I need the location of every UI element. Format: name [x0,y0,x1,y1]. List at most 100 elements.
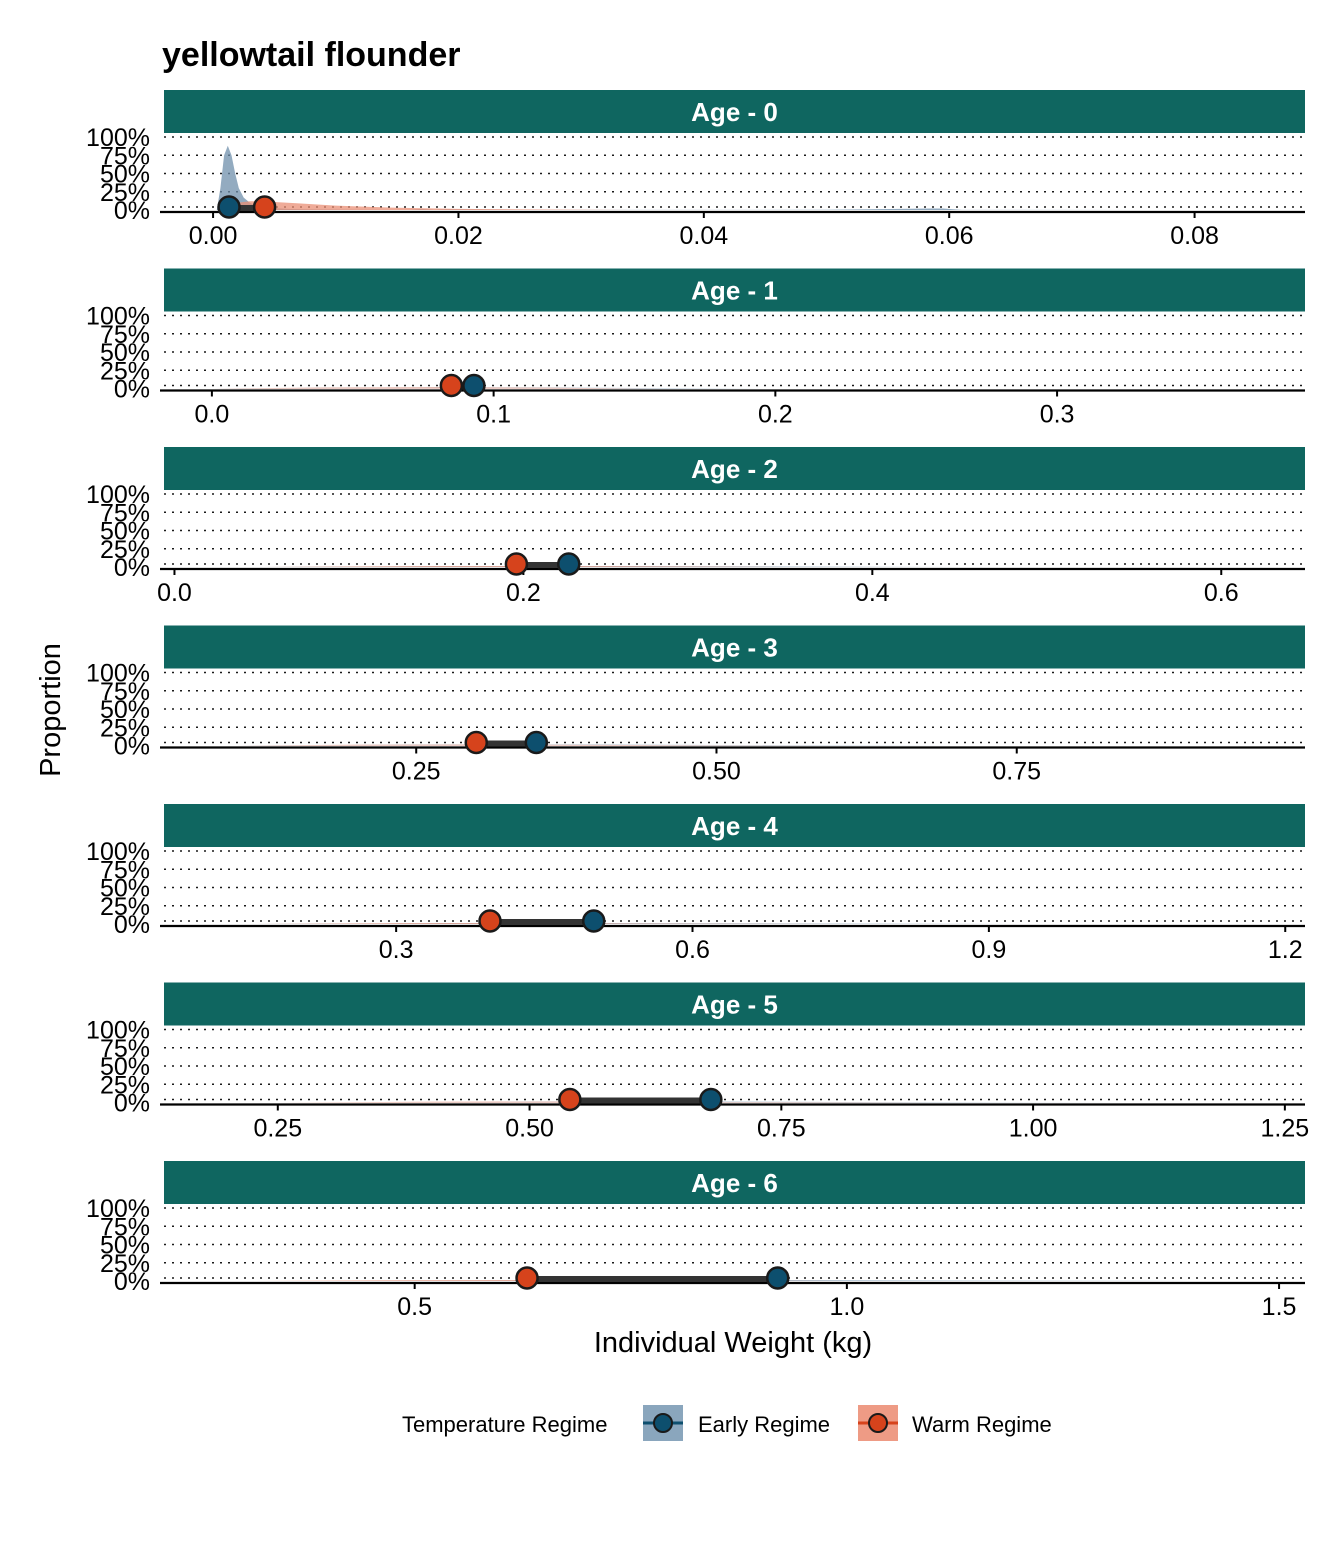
y-tick-label-4-4: 100% [86,838,150,866]
legend-key-warm [858,1405,898,1441]
x-tick-label-0-1: 0.02 [434,222,483,250]
facet-strip-label-5: Age - 5 [691,990,778,1020]
x-tick-label-1-2: 0.2 [758,401,793,429]
y-tick-label-2-3: 75% [100,499,150,527]
facet-panel-1: Age - 1 0%25%50%75%100% 0.0 0.1 0.2 0.3 [86,268,1305,429]
y-tick-label-3-0: 0% [114,733,150,761]
facet-strip-label-4: Age - 4 [691,811,778,841]
facet-panel-3: Age - 3 0%25%50%75%100% 0.25 0.50 0.75 [86,625,1305,786]
facet-strip-4 [164,804,1305,847]
early-mean-point-2 [557,552,581,576]
legend-key-warm-point [868,1413,888,1433]
y-tick-label-1-3: 75% [100,321,150,349]
x-tick-label-6-0: 0.5 [397,1293,432,1321]
x-tick-label-2-1: 0.2 [506,579,541,607]
warm-density-area-1 [211,387,663,389]
y-tick-label-3-4: 100% [86,660,150,688]
y-tick-label-0-0: 0% [114,197,150,225]
legend-label-warm: Warm Regime [912,1412,1052,1437]
x-tick-label-3-0: 0.25 [392,758,441,786]
facet-strip-label-0: Age - 0 [691,97,778,127]
facet-panel-2: Age - 2 0%25%50%75%100% 0.0 0.2 0.4 0.6 [86,447,1305,607]
facet-strip-3 [164,625,1305,669]
warm-mean-point-3 [464,730,489,755]
y-tick-label-4-1: 25% [100,893,150,921]
early-mean-point-4 [581,909,606,933]
y-tick-label-1-4: 100% [86,303,150,331]
x-tick-label-1-1: 0.1 [476,401,511,429]
chart-title: yellowtail flounder [162,36,460,74]
y-tick-label-2-0: 0% [114,554,150,582]
early-mean-point-3 [524,730,549,755]
x-tick-label-6-1: 1.0 [829,1293,864,1321]
y-tick-label-0-4: 100% [86,124,150,152]
facet-panel-4: Age - 4 0%25%50%75%100% 0.3 0.6 0.9 1.2 [86,804,1305,964]
facet-panel-5: Age - 5 0%25%50%75%100% 0.25 0.50 0.75 1.00 1.… [86,982,1309,1143]
legend-key-early [643,1405,683,1441]
x-tick-label-6-2: 1.5 [1262,1293,1297,1321]
x-tick-label-3-1: 0.50 [692,758,741,786]
x-tick-label-2-2: 0.4 [855,579,890,607]
y-tick-label-3-2: 50% [100,696,150,724]
x-tick-label-5-0: 0.25 [253,1115,302,1143]
x-tick-label-2-0: 0.0 [157,579,192,607]
y-tick-label-5-3: 75% [100,1035,150,1063]
facet-strip-1 [164,268,1305,312]
x-tick-label-4-2: 0.9 [971,936,1006,964]
y-axis-title: Proportion [35,643,67,777]
early-mean-point-5 [699,1087,723,1112]
y-tick-label-0-1: 25% [100,179,150,207]
y-tick-label-3-3: 75% [100,678,150,706]
x-tick-label-5-1: 0.50 [505,1115,554,1143]
facet-strip-label-1: Age - 1 [691,276,778,306]
facet-strip-6 [164,1161,1305,1204]
x-tick-label-0-2: 0.04 [679,222,728,250]
y-tick-label-5-2: 50% [100,1053,150,1081]
x-tick-label-5-3: 1.00 [1009,1115,1058,1143]
y-tick-label-2-1: 25% [100,536,150,564]
y-tick-label-2-4: 100% [86,481,150,509]
facet-panel-6: Age - 6 0%25%50%75%100% 0.5 1.0 1.5 [86,1161,1305,1321]
facet-strip-0 [164,90,1305,133]
x-tick-label-0-3: 0.06 [925,222,974,250]
early-mean-point-0 [217,195,241,219]
y-tick-label-1-0: 0% [114,376,150,404]
y-tick-label-5-0: 0% [114,1090,150,1118]
warm-mean-point-5 [558,1087,582,1112]
y-tick-label-6-1: 25% [100,1250,150,1278]
legend-title: Temperature Regime [402,1412,607,1437]
facet-strip-label-3: Age - 3 [691,633,778,663]
x-tick-label-1-3: 0.3 [1040,401,1075,429]
y-tick-label-1-2: 50% [100,339,150,367]
facet-strip-label-6: Age - 6 [691,1168,778,1198]
warm-mean-point-1 [439,373,464,398]
facet-panels: Age - 00%25%50%75%100%0.00 0.02 0.04 0.06 0.… [86,90,1309,1321]
warm-mean-point-6 [515,1266,539,1290]
y-tick-label-5-1: 25% [100,1071,150,1099]
y-tick-label-4-2: 50% [100,875,150,903]
x-axis-title: Individual Weight (kg) [594,1327,872,1359]
x-tick-label-4-0: 0.3 [379,936,414,964]
y-tick-label-6-0: 0% [114,1268,150,1296]
legend: Temperature Regime Early Regime Warm Reg… [402,1405,1052,1441]
y-tick-label-0-2: 50% [100,161,150,189]
y-tick-label-2-2: 50% [100,518,150,546]
y-tick-label-4-3: 75% [100,856,150,884]
x-tick-label-4-1: 0.6 [675,936,710,964]
facet-strip-2 [164,447,1305,490]
warm-mean-point-4 [478,909,502,933]
x-tick-label-4-3: 1.2 [1268,936,1303,964]
y-tick-label-6-4: 100% [86,1195,150,1223]
x-tick-label-2-3: 0.6 [1204,579,1239,607]
y-tick-label-5-4: 100% [86,1017,150,1045]
x-tick-label-0-4: 0.08 [1170,222,1219,250]
x-tick-label-0-0: 0.00 [189,222,238,250]
y-tick-label-4-0: 0% [114,911,150,939]
x-tick-label-1-0: 0.0 [195,401,230,429]
facet-strip-label-2: Age - 2 [691,454,778,484]
facet-strip-5 [164,982,1305,1026]
warm-density-area-0 [219,201,631,210]
legend-label-early: Early Regime [698,1412,830,1437]
